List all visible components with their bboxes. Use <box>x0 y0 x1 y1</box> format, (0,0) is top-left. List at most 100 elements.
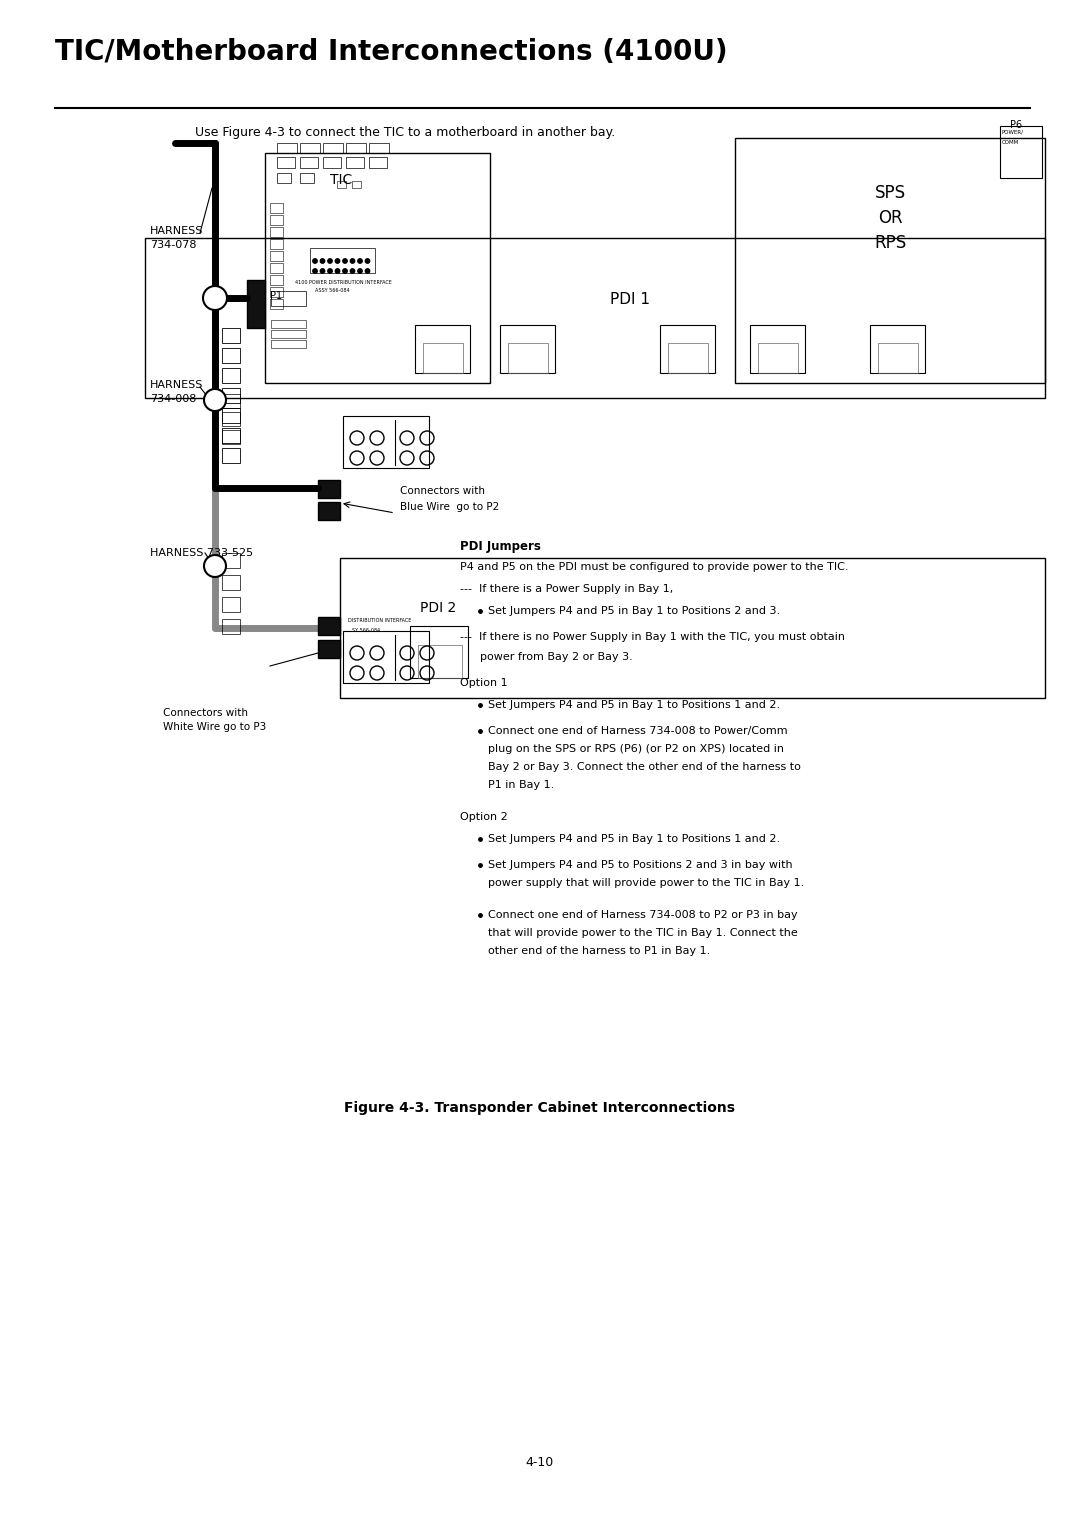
Bar <box>222 413 240 426</box>
Text: ---  If there is a Power Supply in Bay 1,: --- If there is a Power Supply in Bay 1, <box>460 584 673 594</box>
Bar <box>270 228 283 237</box>
Circle shape <box>321 269 325 274</box>
Bar <box>323 157 341 168</box>
Bar <box>343 631 429 683</box>
Bar <box>276 173 291 183</box>
Text: Bay 2 or Bay 3. Connect the other end of the harness to: Bay 2 or Bay 3. Connect the other end of… <box>488 762 801 772</box>
Circle shape <box>357 269 362 274</box>
Bar <box>270 215 283 225</box>
Text: other end of the harness to P1 in Bay 1.: other end of the harness to P1 in Bay 1. <box>488 946 711 957</box>
Bar <box>222 348 240 364</box>
Bar <box>222 428 240 443</box>
Text: OR: OR <box>878 209 902 228</box>
Bar <box>270 203 283 212</box>
Text: HARNESS: HARNESS <box>150 380 203 390</box>
Circle shape <box>313 269 318 274</box>
Bar <box>878 342 918 373</box>
Text: 734-008: 734-008 <box>150 394 197 403</box>
Bar <box>346 144 366 153</box>
Bar <box>340 558 1045 698</box>
Bar <box>222 619 240 634</box>
Bar <box>271 319 306 329</box>
Bar <box>500 325 555 373</box>
Circle shape <box>342 269 347 274</box>
Bar <box>660 325 715 373</box>
Text: P1: P1 <box>270 290 282 301</box>
Text: power from Bay 2 or Bay 3.: power from Bay 2 or Bay 3. <box>480 652 633 662</box>
Circle shape <box>335 258 340 263</box>
Text: Connectors with: Connectors with <box>163 707 248 718</box>
Bar <box>1000 125 1042 177</box>
Text: Set Jumpers P4 and P5 in Bay 1 to Positions 1 and 2.: Set Jumpers P4 and P5 in Bay 1 to Positi… <box>488 700 780 711</box>
Bar <box>300 157 318 168</box>
Bar <box>270 251 283 261</box>
Bar <box>222 429 240 445</box>
Bar <box>222 388 240 403</box>
Bar <box>318 617 340 636</box>
Bar <box>750 325 805 373</box>
Bar <box>343 416 429 468</box>
Text: TIC: TIC <box>330 173 352 186</box>
Bar <box>300 173 314 183</box>
Bar <box>369 144 389 153</box>
Text: COMM: COMM <box>1002 141 1020 145</box>
Bar <box>423 342 463 373</box>
Text: power supply that will provide power to the TIC in Bay 1.: power supply that will provide power to … <box>488 879 805 888</box>
Bar <box>271 290 306 306</box>
Text: SPS: SPS <box>875 183 905 202</box>
Text: RPS: RPS <box>874 234 906 252</box>
Text: Use Figure 4-3 to connect the TIC to a motherboard in another bay.: Use Figure 4-3 to connect the TIC to a m… <box>195 125 616 139</box>
Text: POWER/: POWER/ <box>1002 130 1024 134</box>
Circle shape <box>350 269 354 274</box>
Circle shape <box>204 555 226 578</box>
Bar <box>410 626 468 678</box>
Text: Set Jumpers P4 and P5 in Bay 1 to Positions 1 and 2.: Set Jumpers P4 and P5 in Bay 1 to Positi… <box>488 834 780 843</box>
Bar <box>276 157 295 168</box>
Text: TIC/Motherboard Interconnections (4100U): TIC/Motherboard Interconnections (4100U) <box>55 38 728 66</box>
Text: Connectors with: Connectors with <box>400 486 485 497</box>
Bar <box>346 157 364 168</box>
Bar <box>310 248 375 274</box>
Bar <box>870 325 924 373</box>
Text: plug on the SPS or RPS (P6) (or P2 on XPS) located in: plug on the SPS or RPS (P6) (or P2 on XP… <box>488 744 784 753</box>
Bar <box>270 238 283 249</box>
Bar <box>222 575 240 590</box>
Bar <box>145 238 1045 397</box>
Bar <box>222 553 240 568</box>
Bar <box>271 330 306 338</box>
Bar <box>276 144 297 153</box>
Bar <box>271 341 306 348</box>
Bar <box>222 368 240 384</box>
Text: Blue Wire  go to P2: Blue Wire go to P2 <box>400 503 499 512</box>
Text: Connect one end of Harness 734-008 to P2 or P3 in bay: Connect one end of Harness 734-008 to P2… <box>488 911 798 920</box>
Bar <box>222 408 240 423</box>
Circle shape <box>328 269 333 274</box>
Bar <box>247 280 265 329</box>
Text: P1 in Bay 1.: P1 in Bay 1. <box>488 779 554 790</box>
Bar <box>222 597 240 613</box>
Bar <box>418 645 462 678</box>
Text: Option 2: Option 2 <box>460 811 508 822</box>
Bar <box>222 394 240 408</box>
Circle shape <box>365 269 369 274</box>
Circle shape <box>328 258 333 263</box>
Bar <box>508 342 548 373</box>
Bar <box>369 157 387 168</box>
Bar <box>222 329 240 342</box>
Text: HARNESS: HARNESS <box>150 226 203 235</box>
Bar <box>352 180 361 188</box>
Text: Set Jumpers P4 and P5 to Positions 2 and 3 in bay with: Set Jumpers P4 and P5 to Positions 2 and… <box>488 860 793 869</box>
Bar <box>270 287 283 296</box>
Bar <box>265 153 490 384</box>
Text: PDI 2: PDI 2 <box>420 601 456 614</box>
Text: P4 and P5 on the PDI must be configured to provide power to the TIC.: P4 and P5 on the PDI must be configured … <box>460 562 849 571</box>
Text: that will provide power to the TIC in Bay 1. Connect the: that will provide power to the TIC in Ba… <box>488 927 798 938</box>
Bar <box>270 275 283 286</box>
Text: ---  If there is no Power Supply in Bay 1 with the TIC, you must obtain: --- If there is no Power Supply in Bay 1… <box>460 633 845 642</box>
Bar <box>318 503 340 520</box>
Text: HARNESS 733-525: HARNESS 733-525 <box>150 549 253 558</box>
Bar <box>270 299 283 309</box>
Text: PDI 1: PDI 1 <box>610 292 650 307</box>
Text: DISTRIBUTION INTERFACE: DISTRIBUTION INTERFACE <box>348 617 411 623</box>
Text: SY 566-084: SY 566-084 <box>352 628 380 633</box>
